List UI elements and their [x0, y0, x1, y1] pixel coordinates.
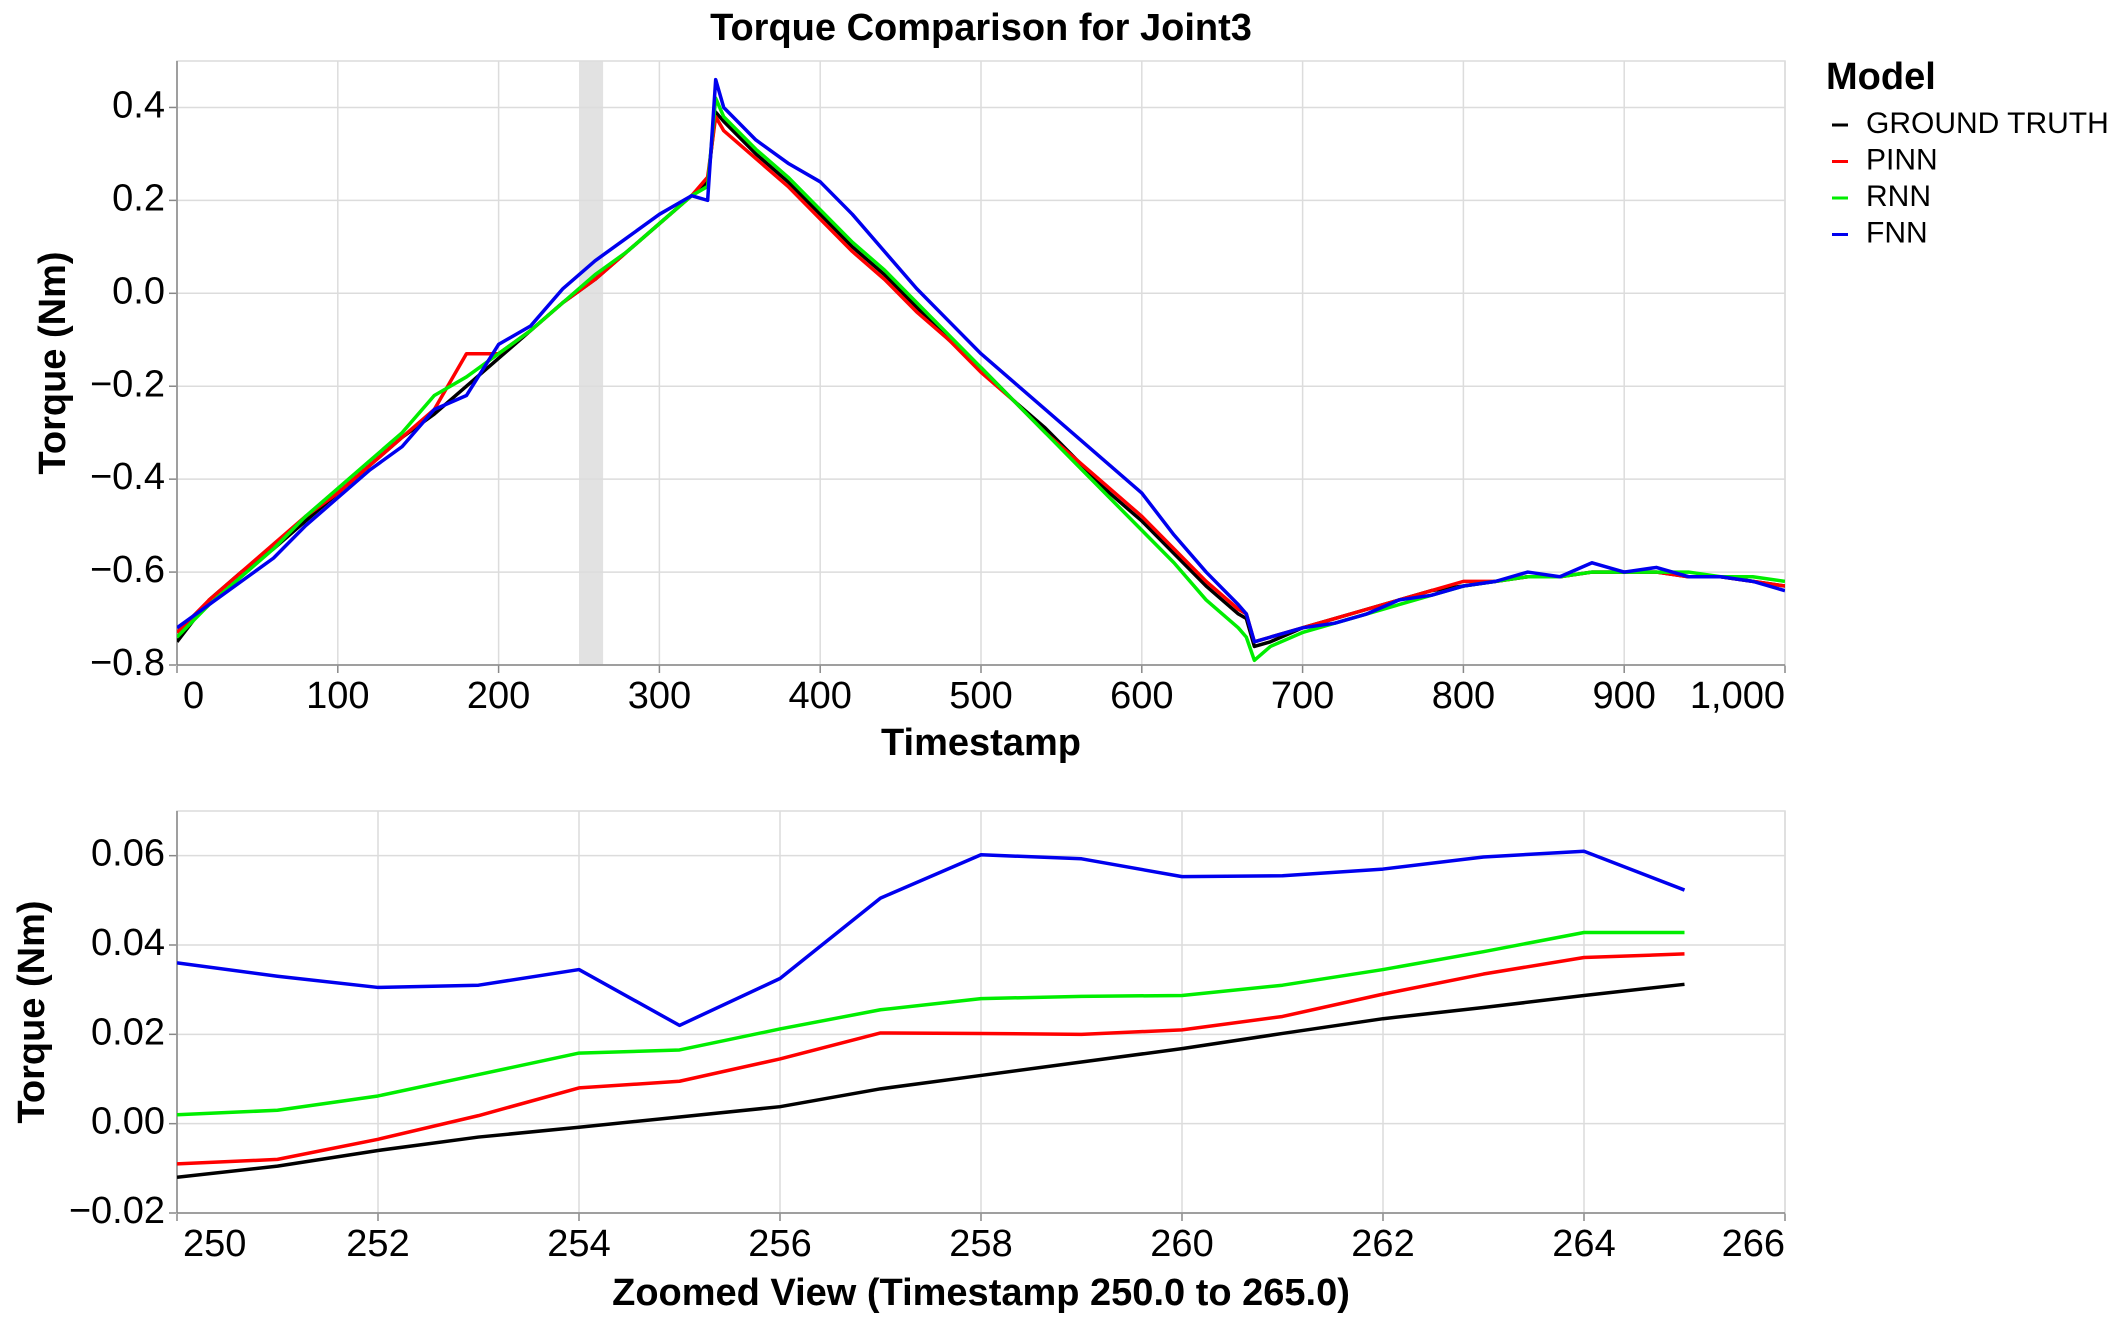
legend-label: RNN	[1866, 180, 1931, 213]
y-tick-label: 0.00	[91, 1101, 165, 1143]
series-line	[177, 930, 1685, 1117]
series-line	[177, 982, 1685, 1180]
y-tick-label: −0.2	[90, 363, 165, 405]
x-tick-label: 400	[788, 675, 851, 717]
x-tick-label: 700	[1271, 675, 1334, 717]
y-tick-label: 0.2	[112, 177, 165, 219]
y-tick-label: 0.02	[91, 1011, 165, 1053]
legend-label: GROUND TRUTH	[1866, 107, 2109, 140]
y-tick-label: 0.0	[112, 270, 165, 312]
x-tick-label: 264	[1552, 1223, 1615, 1265]
x-tick-label: 100	[306, 675, 369, 717]
x-tick-label: 260	[1150, 1223, 1213, 1265]
x-tick-label: 266	[1722, 1223, 1785, 1265]
chart-title: Torque Comparison for Joint3	[710, 7, 1252, 49]
x-tick-label: 256	[748, 1223, 811, 1265]
x-tick-label: 252	[346, 1223, 409, 1265]
series-line	[177, 952, 1685, 1166]
x-tick-label: 300	[628, 675, 691, 717]
x-tick-label: 0	[183, 675, 204, 717]
y-tick-label: −0.8	[90, 642, 165, 684]
series-line	[177, 77, 1785, 644]
y-tick-label: 0.04	[91, 922, 165, 964]
x-tick-label: 262	[1351, 1223, 1414, 1265]
x-axis-title: Zoomed View (Timestamp 250.0 to 265.0)	[612, 1272, 1350, 1314]
y-axis-title: Torque (Nm)	[32, 251, 74, 474]
y-axis-title: Torque (Nm)	[11, 900, 53, 1123]
x-tick-label: 200	[467, 675, 530, 717]
x-tick-label: 500	[949, 675, 1012, 717]
series-line	[177, 849, 1686, 1028]
x-tick-label: 254	[547, 1223, 610, 1265]
y-tick-label: −0.02	[69, 1190, 165, 1232]
x-tick-label: 258	[949, 1223, 1012, 1265]
y-tick-label: −0.4	[90, 456, 165, 498]
x-tick-label: 600	[1110, 675, 1173, 717]
y-tick-label: 0.06	[91, 833, 165, 875]
highlight-band	[579, 61, 604, 665]
y-tick-label: −0.6	[90, 549, 165, 591]
x-tick-label: 250	[183, 1223, 246, 1265]
legend-title: Model	[1826, 56, 1936, 98]
y-tick-label: 0.4	[112, 84, 165, 126]
legend-label: FNN	[1866, 216, 1928, 249]
legend-label: PINN	[1866, 143, 1938, 176]
x-tick-label: 900	[1592, 675, 1655, 717]
x-axis-title: Timestamp	[881, 722, 1081, 764]
x-tick-label: 800	[1432, 675, 1495, 717]
x-tick-label: 1,000	[1690, 675, 1785, 717]
